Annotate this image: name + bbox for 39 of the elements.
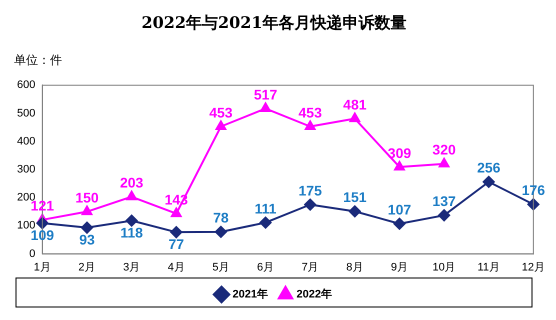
x-tick-label: 4月 bbox=[168, 261, 185, 274]
x-tick-label: 5月 bbox=[212, 261, 230, 274]
x-tick-label: 12月 bbox=[522, 261, 546, 274]
y-tick-label: 600 bbox=[16, 79, 36, 92]
data-label: 309 bbox=[388, 144, 412, 161]
x-tick-label: 10月 bbox=[432, 261, 456, 274]
x-tick-label: 1月 bbox=[34, 261, 51, 274]
chart-title: 2022年与2021年各月快递申诉数量 bbox=[141, 12, 407, 32]
x-tick-label: 2月 bbox=[78, 261, 96, 274]
data-label: 118 bbox=[120, 224, 144, 240]
data-label: 256 bbox=[477, 160, 501, 176]
data-label: 453 bbox=[298, 104, 322, 120]
data-label: 481 bbox=[343, 96, 367, 112]
y-tick-label: 300 bbox=[16, 164, 36, 176]
y-tick-label: 0 bbox=[29, 248, 36, 260]
x-tick-label: 7月 bbox=[302, 261, 319, 274]
data-label: 203 bbox=[120, 174, 144, 191]
data-label: 517 bbox=[254, 86, 278, 102]
legend-label: 2022年 bbox=[296, 288, 332, 301]
data-label: 107 bbox=[388, 202, 412, 218]
x-tick-label: 9月 bbox=[390, 261, 408, 274]
legend-label: 2021年 bbox=[232, 288, 268, 301]
x-tick-label: 3月 bbox=[123, 261, 140, 274]
data-label: 151 bbox=[343, 189, 367, 206]
data-label: 93 bbox=[79, 232, 95, 248]
text: 单位：件 bbox=[14, 53, 62, 67]
y-tick-label: 500 bbox=[16, 107, 36, 120]
y-tick-label: 400 bbox=[16, 135, 36, 148]
data-label: 78 bbox=[213, 210, 229, 226]
x-tick-label: 6月 bbox=[256, 261, 274, 274]
data-label: 77 bbox=[168, 236, 184, 252]
data-label: 320 bbox=[432, 142, 456, 158]
data-label: 111 bbox=[254, 200, 277, 216]
data-label: 175 bbox=[298, 182, 322, 198]
x-tick-label: 8月 bbox=[346, 261, 364, 274]
data-label: 137 bbox=[432, 193, 456, 210]
data-label: 453 bbox=[209, 104, 233, 120]
data-label: 150 bbox=[75, 190, 99, 206]
x-tick-label: 11月 bbox=[478, 261, 500, 274]
